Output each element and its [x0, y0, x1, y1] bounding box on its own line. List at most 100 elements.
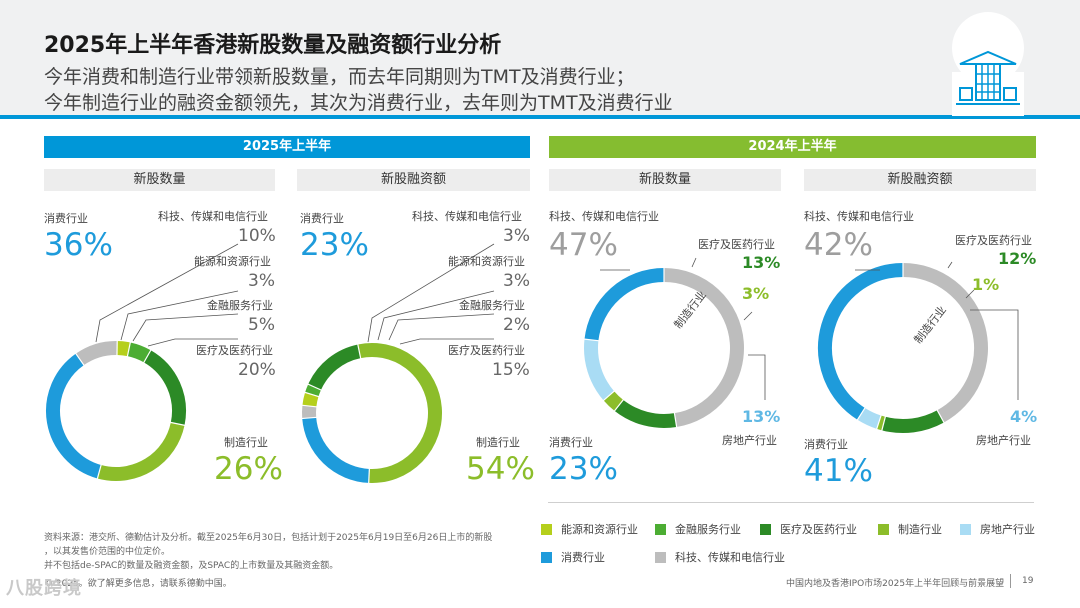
c3-value-tmt: 47% [549, 227, 618, 263]
chart1-slice-separator [74, 352, 85, 367]
chart1-slice-tmt [75, 341, 118, 366]
subhead-count-2025: 新股数量 [44, 169, 275, 191]
chart1-slice-medical [143, 350, 186, 426]
chart3-slice-realestate [584, 339, 615, 401]
footnote-exclusion: 并不包括de-SPAC的数量及融资金额，及SPAC的上市数量及其融资金额。 [44, 561, 339, 571]
c2-label-finance: 金融服务行业 [459, 299, 525, 312]
c2-label-consumer: 消费行业 [300, 212, 344, 225]
c1-label-medical: 医疗及医药行业 [196, 344, 273, 357]
c2-label-energy: 能源和资源行业 [448, 255, 525, 268]
c4-label-realestate: 房地产行业 [976, 434, 1031, 447]
legend-label: 消费行业 [561, 551, 605, 564]
c1-value-finance: 5% [248, 315, 275, 335]
legend-label: 科技、传媒和电信行业 [675, 551, 785, 564]
legend-swatch-tmt [655, 551, 666, 563]
c1-value-manufacturing: 26% [214, 451, 283, 487]
banner-2024: 2024年上半年 [549, 136, 1036, 158]
c1-label-energy: 能源和资源行业 [194, 255, 271, 268]
legend-swatch-consumer [541, 551, 552, 563]
c1-value-energy: 3% [248, 271, 275, 291]
chart3-slice-separator [673, 412, 678, 429]
legend-item-consumer: 消费行业 [541, 549, 605, 565]
chart1-slice-finance [127, 342, 151, 363]
banner-2025: 2025年上半年 [44, 136, 530, 158]
chart1-slice-consumer [46, 353, 102, 479]
c1-label-finance: 金融服务行业 [207, 299, 273, 312]
chart2-slice-energy [302, 392, 319, 408]
chart4-slice-separator [936, 409, 945, 424]
c3-label-consumer: 消费行业 [549, 436, 593, 449]
subhead-funds-2024: 新股融资额 [804, 169, 1036, 191]
c3-value-realestate: 13% [742, 407, 781, 426]
legend-label: 金融服务行业 [675, 523, 741, 536]
footer-report-title: 中国内地及香港IPO市场2025年上半年回顾与前景展望 [786, 579, 1005, 589]
c1-value-medical: 20% [238, 360, 276, 380]
c3-label-realestate: 房地产行业 [722, 434, 777, 447]
legend-swatch-medical [760, 523, 771, 535]
c2-value-medical: 15% [492, 360, 530, 380]
legend-divider [548, 502, 1034, 503]
chart4-slice-separator [881, 415, 887, 432]
watermark: 八股跨境 [6, 578, 82, 599]
chart2-slice-separator [303, 391, 320, 398]
legend-item-manufacturing: 制造行业 [878, 521, 942, 537]
c4-label-tmt: 科技、传媒和电信行业 [804, 210, 914, 223]
c1-value-tmt: 10% [238, 226, 276, 246]
chart3-slice-medical [614, 399, 677, 428]
c2-value-finance: 2% [503, 315, 530, 335]
c1-value-consumer: 36% [44, 227, 113, 263]
chart4-slice-separator [875, 414, 882, 430]
c3-label-medical: 医疗及医药行业 [698, 238, 775, 251]
subtitle-line-2: 今年制造行业的融资金额领先，其次为消费行业，去年则为TMT及消费行业 [44, 92, 673, 114]
chart2-slice-manufacturing [357, 343, 442, 483]
chart2-slice-consumer [302, 417, 370, 483]
chart4-slice-realestate [857, 407, 882, 429]
c4-value-tmt: 42% [804, 227, 873, 263]
footnote-copyright: © 2025。欲了解更多信息，请联系德勤中国。 [44, 579, 232, 589]
c2-label-medical: 医疗及医药行业 [448, 344, 525, 357]
legend-swatch-energy [541, 523, 552, 535]
chart4-slice-medical [881, 410, 944, 433]
chart1-slice-separator [169, 421, 186, 427]
legend-label: 制造行业 [898, 523, 942, 536]
c4-value-realestate: 4% [1010, 407, 1038, 426]
chart2-slice-separator [301, 404, 318, 408]
chart1-slice-energy [116, 341, 131, 357]
chart3-slice-separator [602, 390, 616, 402]
legend-label: 医疗及医药行业 [780, 523, 857, 536]
header-divider [0, 115, 1080, 119]
c2-value-tmt: 3% [503, 226, 530, 246]
chart3-slice-separator [583, 338, 600, 342]
legend-swatch-finance [655, 523, 666, 535]
header-band [0, 0, 1080, 116]
c2-value-manufacturing: 54% [466, 451, 535, 487]
footnote-source: 资料来源：港交所、德勤估计及分析。截至2025年6月30日，包括计划于2025年… [44, 533, 493, 543]
legend-item-tmt: 科技、传媒和电信行业 [655, 549, 785, 565]
subtitle-line-1: 今年消费和制造行业带领新股数量，而去年同期则为TMT及消费行业； [44, 66, 635, 88]
chart2-slice-separator [301, 416, 318, 420]
c1-label-manufacturing: 制造行业 [224, 436, 268, 449]
subhead-funds-2025: 新股融资额 [297, 169, 530, 191]
c3-value-consumer: 23% [549, 451, 618, 487]
c2-label-manufacturing: 制造行业 [476, 436, 520, 449]
c3-value-manufacturing: 3% [742, 284, 770, 303]
page-number: 19 [1022, 576, 1034, 586]
chart2-slice-separator [307, 383, 323, 391]
chart1-slice-separator [96, 463, 102, 480]
legend-swatch-realestate [960, 523, 971, 535]
c3-label-tmt: 科技、传媒和电信行业 [549, 210, 659, 223]
c4-label-consumer: 消费行业 [804, 438, 848, 451]
c4-value-consumer: 41% [804, 453, 873, 489]
chart3-slice-consumer [584, 268, 665, 341]
c1-label-consumer: 消费行业 [44, 212, 88, 225]
legend-swatch-manufacturing [878, 523, 889, 535]
page-title: 2025年上半年香港新股数量及融资额行业分析 [44, 33, 502, 58]
c2-label-tmt: 科技、传媒和电信行业 [412, 210, 522, 223]
c2-value-energy: 3% [503, 271, 530, 291]
chart2-slice-separator [357, 343, 362, 360]
building-logo-icon [952, 12, 1024, 116]
legend-item-realestate: 房地产行业 [960, 521, 1035, 537]
footer-separator [1010, 574, 1011, 588]
c4-label-medical: 医疗及医药行业 [955, 234, 1032, 247]
c4-value-medical: 12% [998, 249, 1037, 268]
